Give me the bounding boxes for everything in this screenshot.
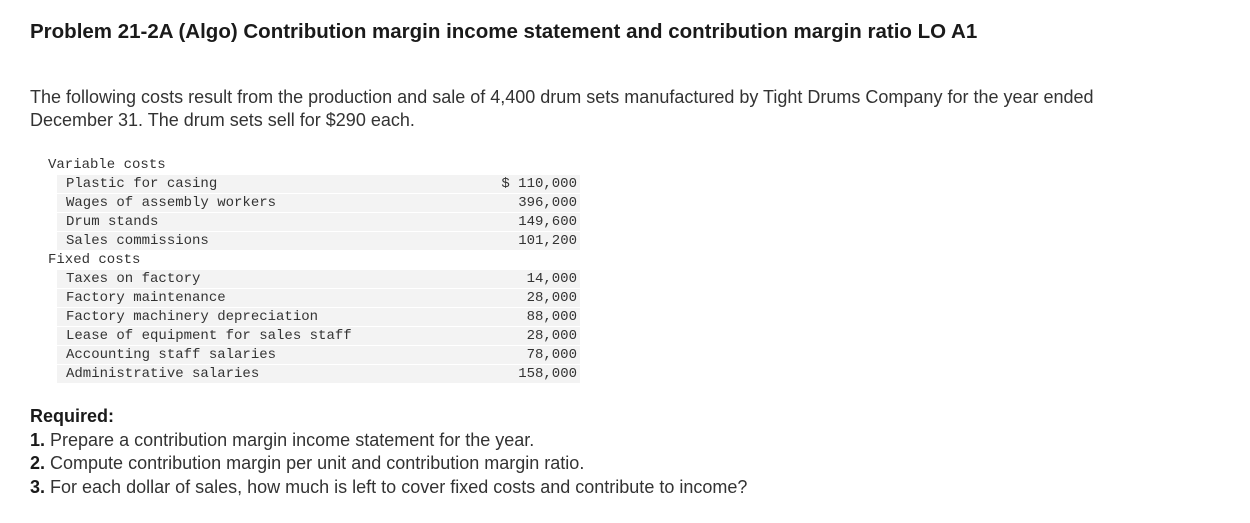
cost-label: Plastic for casing (66, 176, 218, 192)
item-text: Prepare a contribution margin income sta… (50, 429, 535, 450)
cost-table: Variable costs Plastic for casing $ 110,00… (45, 156, 580, 384)
cost-amount: 28,000 (526, 290, 577, 306)
cost-label: Lease of equipment for sales staff (66, 328, 352, 344)
cost-row: Wages of assembly workers 396,000 (57, 194, 580, 213)
required: Required: 1. Prepare a contribution marg… (30, 405, 747, 499)
intro: The following costs result from the prod… (30, 86, 1094, 132)
section-heading: Variable costs (48, 157, 166, 173)
required-item: 2. Compute contribution margin per unit … (30, 452, 747, 476)
cost-row: Factory maintenance 28,000 (57, 289, 580, 308)
intro-line: December 31. The drum sets sell for $290… (30, 110, 415, 130)
cost-amount: 28,000 (526, 328, 577, 344)
cost-label: Sales commissions (66, 233, 209, 249)
cost-row: Administrative salaries 158,000 (57, 365, 580, 384)
problem-title: Problem 21-2A (Algo) Contribution margin… (30, 20, 978, 43)
cost-label: Factory machinery depreciation (66, 309, 319, 325)
cost-row: Plastic for casing $ 110,000 (57, 175, 580, 194)
required-item: 1. Prepare a contribution margin income … (30, 429, 747, 453)
item-number: 1. (30, 429, 46, 450)
cost-row: Taxes on factory 14,000 (57, 270, 580, 289)
cost-row: Accounting staff salaries 78,000 (57, 346, 580, 365)
cost-amount: 88,000 (526, 309, 577, 325)
cost-amount: 396,000 (518, 195, 577, 211)
cost-label: Factory maintenance (66, 290, 226, 306)
cost-amount: 101,200 (518, 233, 577, 249)
cost-amount: 78,000 (526, 347, 577, 363)
section-row: Variable costs (45, 156, 580, 175)
item-text: For each dollar of sales, how much is le… (50, 476, 748, 497)
cost-label: Taxes on factory (66, 271, 201, 287)
section-heading: Fixed costs (48, 252, 141, 268)
cost-row: Sales commissions 101,200 (57, 232, 580, 251)
cost-amount: 149,600 (518, 214, 577, 230)
cost-label: Wages of assembly workers (66, 195, 277, 211)
cost-amount: $ 110,000 (501, 176, 577, 192)
cost-label: Accounting staff salaries (66, 347, 277, 363)
cost-label: Administrative salaries (66, 366, 260, 382)
cost-amount: 14,000 (526, 271, 577, 287)
cost-row: Drum stands 149,600 (57, 213, 580, 232)
item-text: Compute contribution margin per unit and… (50, 453, 585, 473)
required-item: 3. For each dollar of sales, how much is… (30, 476, 747, 500)
section-row: Fixed costs (45, 251, 580, 270)
cost-amount: 158,000 (518, 366, 577, 382)
item-number: 3. (30, 476, 46, 497)
cost-row: Lease of equipment for sales staff 28,000 (57, 327, 580, 346)
required-heading: Required: (30, 406, 115, 426)
cost-label: Drum stands (66, 214, 159, 230)
item-number: 2. (30, 453, 46, 473)
intro-line: The following costs result from the prod… (30, 87, 1094, 107)
cost-row: Factory machinery depreciation 88,000 (57, 308, 580, 327)
